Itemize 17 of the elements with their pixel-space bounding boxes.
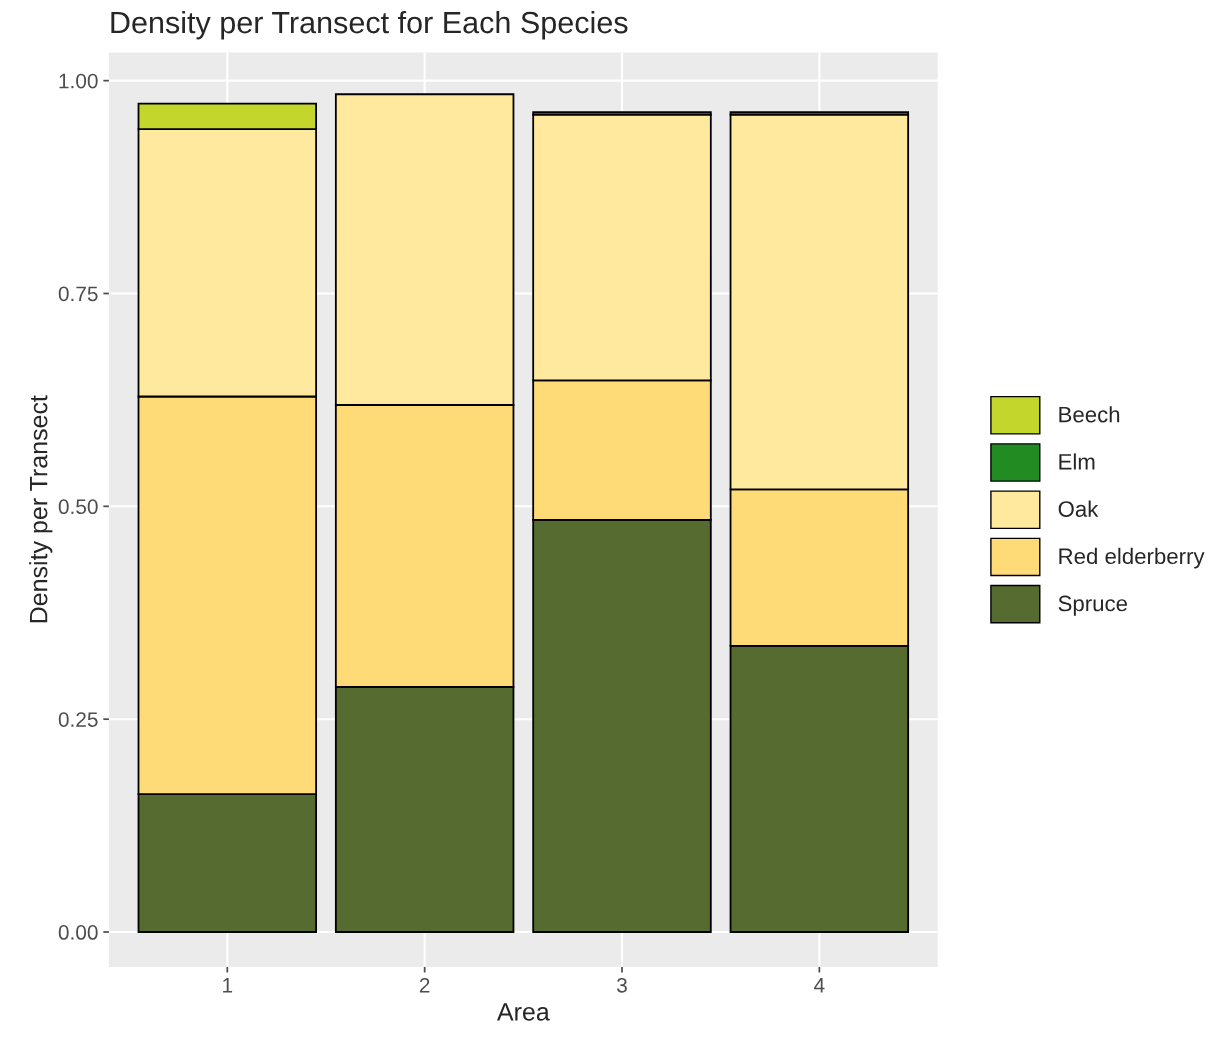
x-tick-label: 4: [814, 978, 825, 993]
legend-label: Oak: [1058, 500, 1099, 517]
y-tick-label: 0.00: [58, 925, 98, 940]
y-tick-label: 0.50: [58, 499, 98, 515]
x-tick-label: 1: [223, 978, 233, 993]
chart-title: Density per Transect for Each Species: [111, 10, 628, 40]
x-tick-label: 3: [617, 977, 627, 993]
legend-label: Elm: [1059, 453, 1095, 470]
legend-label: Red elderberry: [1059, 547, 1205, 569]
y-tick-label: 0.25: [58, 712, 98, 727]
x-tick-label: 2: [419, 977, 430, 993]
legend-label: Spruce: [1058, 595, 1127, 616]
y-axis-title: Density per Transect: [29, 395, 53, 623]
legend-label: Beech: [1059, 406, 1120, 423]
x-axis-title: Area: [496, 1003, 550, 1021]
y-tick-label: 0.75: [58, 286, 98, 302]
y-tick-label: 1.00: [59, 73, 98, 89]
